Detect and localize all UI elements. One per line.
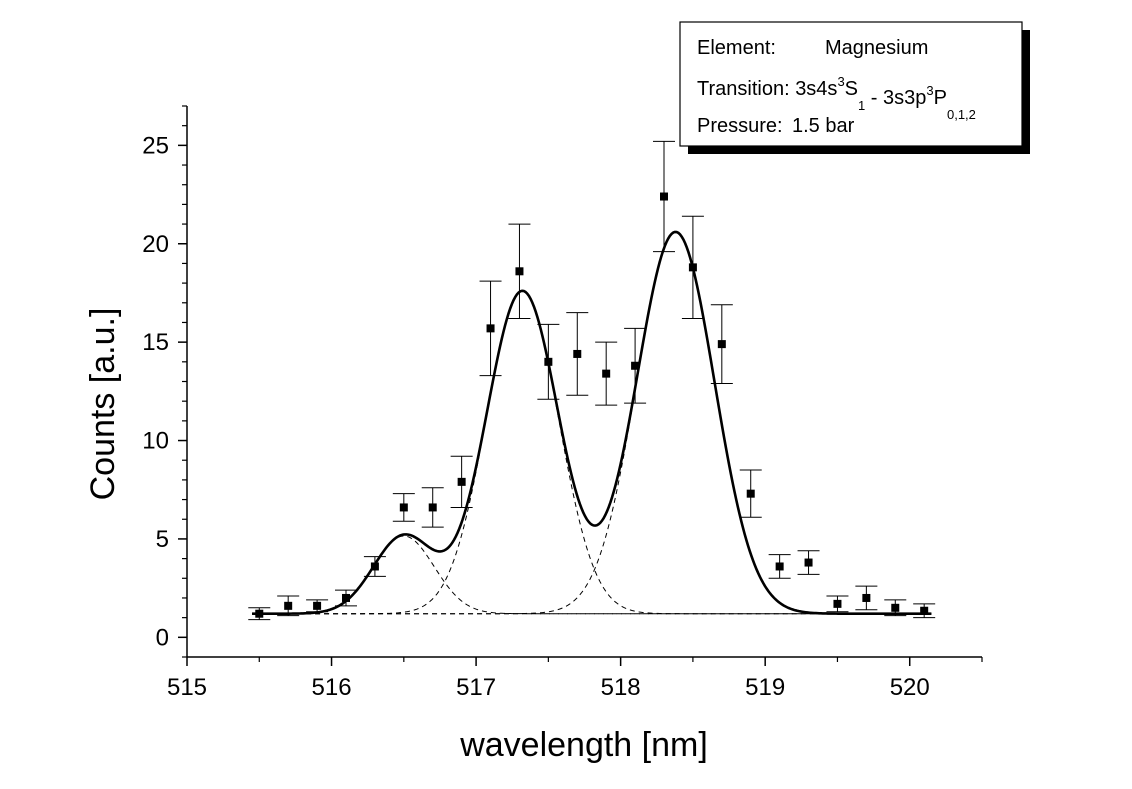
point-marker — [486, 324, 495, 333]
legend-transition-part: 1 — [858, 98, 865, 113]
legend-element-value: Magnesium — [825, 37, 928, 59]
y-tick-label: 10 — [142, 428, 169, 455]
point-marker — [573, 349, 582, 358]
point-marker — [688, 263, 697, 272]
legend-frame — [679, 21, 1023, 147]
point-marker — [920, 606, 929, 615]
point-marker — [775, 562, 784, 571]
y-axis-label: Counts [a.u.] — [84, 308, 122, 501]
data-point — [479, 280, 502, 377]
x-tick-label: 517 — [456, 674, 496, 701]
x-tick-label: 516 — [312, 674, 352, 701]
data-point — [595, 341, 618, 406]
data-point — [392, 493, 415, 522]
data-point — [826, 595, 849, 613]
fit-curves — [252, 230, 932, 616]
point-marker — [428, 503, 437, 512]
data-point — [653, 140, 675, 253]
data-point — [624, 327, 647, 404]
point-marker — [804, 558, 813, 567]
x-tick-label: 518 — [601, 674, 641, 701]
data-points — [248, 140, 936, 621]
total-fit-curve — [252, 230, 932, 616]
x-tick-label: 519 — [745, 674, 785, 701]
point-marker — [717, 340, 726, 349]
data-point — [797, 550, 820, 575]
data-point — [306, 599, 329, 613]
point-marker — [891, 603, 900, 612]
point-marker — [255, 609, 264, 618]
data-point — [566, 312, 589, 396]
data-point — [248, 607, 271, 621]
data-point — [537, 323, 560, 400]
legend-transition-part: - 3s3p — [865, 87, 926, 109]
legend-transition-part: 3 — [926, 83, 933, 98]
data-point — [739, 469, 762, 518]
data-point — [277, 595, 300, 617]
data-point — [363, 556, 386, 577]
legend-transition-part: S — [845, 78, 858, 100]
axes: 515 516 517 518 519 520 0 5 10 15 20 25 — [142, 105, 983, 701]
legend-pressure-label: Pressure: — [697, 115, 783, 137]
y-tick-label: 5 — [156, 526, 169, 553]
component-gaussian — [252, 231, 932, 615]
legend-element-label: Element: — [697, 37, 776, 59]
point-marker — [313, 601, 322, 610]
data-point — [855, 585, 878, 611]
data-point — [421, 487, 444, 528]
legend-transition-part: P — [934, 87, 947, 109]
legend-transition-part: 3s4s — [795, 78, 837, 100]
point-marker — [862, 593, 871, 602]
point-marker — [631, 361, 640, 370]
data-point — [884, 599, 907, 617]
legend-transition: Transition: 3s4s3S1 - 3s3p3P0,1,2 — [697, 74, 976, 122]
data-point — [768, 554, 791, 579]
point-marker — [833, 599, 842, 608]
point-marker — [284, 601, 293, 610]
data-point — [681, 215, 704, 320]
point-marker — [515, 267, 524, 276]
data-point — [335, 589, 357, 607]
point-marker — [457, 477, 466, 486]
legend-transition-part: 3 — [837, 74, 844, 89]
point-marker — [544, 357, 553, 366]
point-marker — [602, 369, 611, 378]
point-marker — [370, 562, 379, 571]
y-tick-label: 0 — [156, 624, 169, 651]
data-point — [508, 223, 531, 320]
x-tick-label: 515 — [167, 674, 207, 701]
data-point — [913, 603, 936, 619]
point-marker — [342, 593, 350, 602]
component-gaussian — [252, 535, 932, 615]
point-marker — [660, 192, 668, 201]
legend-transition-label: Transition: — [697, 78, 795, 100]
legend-transition-part: 0,1,2 — [947, 107, 976, 122]
point-marker — [746, 489, 755, 498]
x-tick-label: 520 — [890, 674, 930, 701]
y-tick-label: 25 — [142, 132, 169, 159]
y-tick-label: 20 — [142, 231, 169, 258]
y-tick-label: 15 — [142, 329, 169, 356]
legend-pressure-value: 1.5 bar — [792, 115, 855, 137]
x-axis-label: wavelength [nm] — [459, 726, 708, 764]
point-marker — [399, 503, 408, 512]
component-gaussian — [252, 290, 932, 615]
data-point — [710, 304, 733, 384]
data-point — [450, 455, 473, 508]
